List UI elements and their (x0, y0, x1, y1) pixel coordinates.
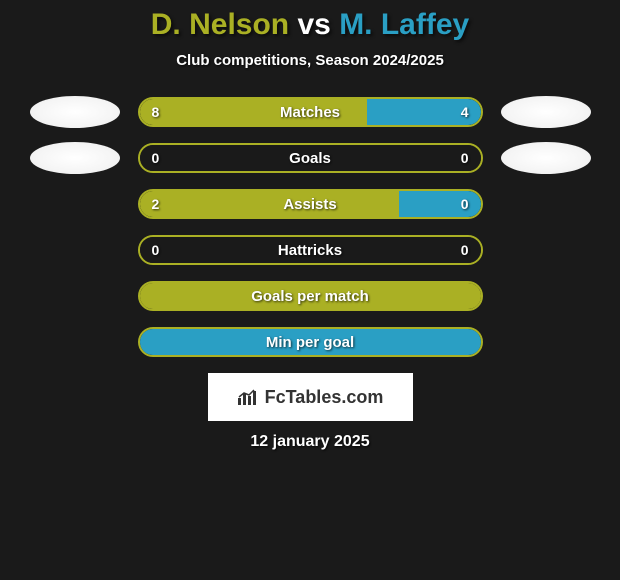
logo-text: FcTables.com (265, 387, 384, 408)
date-text: 12 january 2025 (0, 433, 620, 451)
stat-label: Hattricks (140, 237, 481, 263)
logo-box: FcTables.com (208, 373, 413, 421)
stat-label: Goals (140, 145, 481, 171)
title: D. Nelson vs M. Laffey (0, 8, 620, 42)
stat-value-left: 0 (152, 145, 160, 171)
subtitle: Club competitions, Season 2024/2025 (0, 52, 620, 69)
team-badge-left (30, 96, 120, 128)
stats-rows: Matches84Goals00Assists20Hattricks00Goal… (0, 97, 620, 357)
stat-value-right: 0 (461, 237, 469, 263)
comparison-card: D. Nelson vs M. Laffey Club competitions… (0, 0, 620, 451)
chart-icon (237, 388, 259, 406)
stat-value-left: 2 (152, 191, 160, 217)
stat-value-right: 0 (461, 191, 469, 217)
stat-value-left: 8 (152, 99, 160, 125)
stat-label: Goals per match (140, 283, 481, 309)
stat-row: Matches8 4 (0, 97, 620, 127)
stat-row: Goals0 0 (0, 143, 620, 173)
team-badge-right (501, 96, 591, 128)
stat-row: Goals per match (0, 281, 620, 311)
stat-bar: Goals0 0 (138, 143, 483, 173)
stat-value-right: 4 (461, 99, 469, 125)
player1-name: D. Nelson (151, 8, 289, 41)
stat-value-left: 0 (152, 237, 160, 263)
player2-name: M. Laffey (339, 8, 469, 41)
stat-label: Min per goal (140, 329, 481, 355)
stat-bar: Assists2 0 (138, 189, 483, 219)
stat-bar: Hattricks0 0 (138, 235, 483, 265)
stat-row: Hattricks0 0 (0, 235, 620, 265)
stat-value-right: 0 (461, 145, 469, 171)
stat-bar: Matches8 4 (138, 97, 483, 127)
vs-text: vs (297, 8, 330, 41)
team-badge-left (30, 142, 120, 174)
stat-bar: Goals per match (138, 281, 483, 311)
stat-bar: Min per goal (138, 327, 483, 357)
stat-label: Assists (140, 191, 481, 217)
stat-row: Assists2 0 (0, 189, 620, 219)
stat-row: Min per goal (0, 327, 620, 357)
stat-label: Matches (140, 99, 481, 125)
team-badge-right (501, 142, 591, 174)
